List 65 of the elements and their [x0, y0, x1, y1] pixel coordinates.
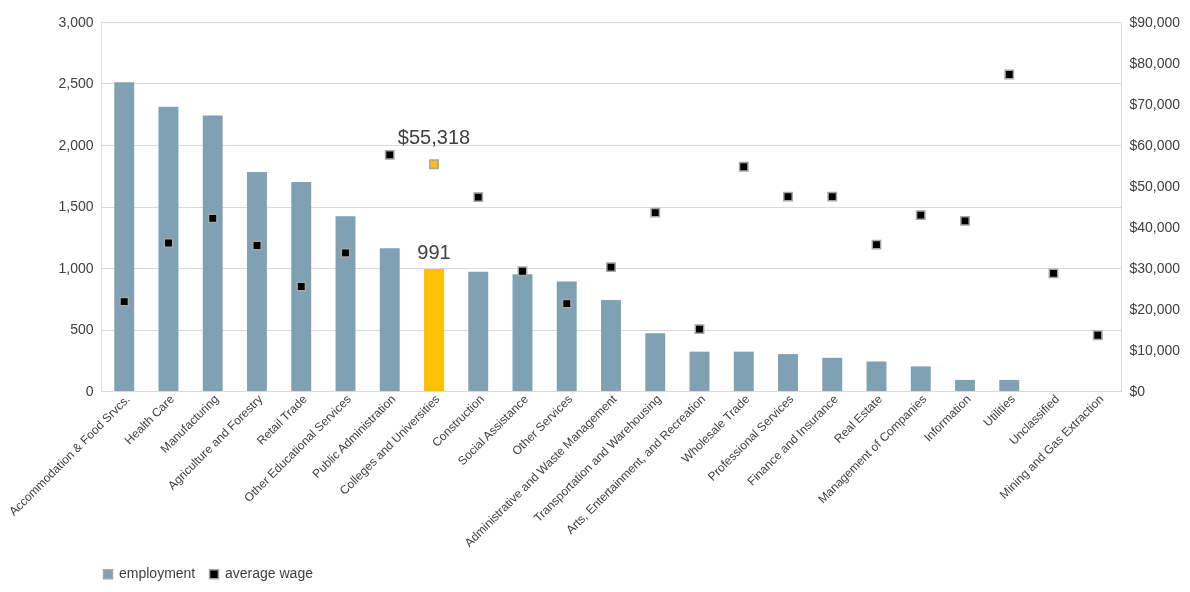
bar [291, 181, 312, 391]
data-label: $55,318 [397, 126, 471, 149]
point [252, 240, 262, 251]
y-tick-label: 2,500 [58, 75, 94, 91]
bar [778, 354, 798, 391]
bar [512, 274, 533, 391]
bar [733, 351, 754, 391]
bar [955, 379, 975, 391]
y2-tick-label: $20,000 [1129, 300, 1181, 317]
bar [468, 271, 489, 391]
bar [822, 357, 843, 391]
bar [114, 82, 135, 391]
bar [999, 379, 1020, 391]
point [163, 238, 174, 248]
bar [910, 366, 931, 391]
y2-tick-label: $60,000 [1129, 136, 1181, 153]
point [1048, 268, 1059, 279]
point [650, 207, 661, 218]
point [606, 262, 616, 273]
point [384, 149, 395, 160]
point [340, 247, 351, 258]
point [827, 191, 838, 202]
point [738, 161, 749, 172]
legend-label: employment [119, 565, 196, 582]
point [694, 324, 705, 335]
y2-tick-label: $80,000 [1129, 54, 1181, 71]
y2-tick-label: $10,000 [1129, 341, 1181, 358]
y2-tick-label: $70,000 [1129, 95, 1181, 112]
point [960, 215, 970, 226]
bar [601, 299, 621, 391]
bar [424, 269, 444, 391]
bar [379, 248, 400, 391]
point [473, 192, 484, 202]
point [1092, 330, 1103, 341]
point [561, 298, 572, 309]
y2-tick-label: $90,000 [1129, 13, 1181, 30]
y-tick-label: 0 [85, 382, 94, 399]
point [517, 266, 528, 277]
y2-tick-label: $50,000 [1129, 177, 1181, 194]
y-tick-label: 2,000 [58, 136, 94, 153]
bar [202, 115, 223, 391]
bar [556, 281, 577, 391]
point [296, 281, 307, 292]
y2-tick-label: $0 [1129, 382, 1146, 399]
y2-tick-label: $30,000 [1129, 259, 1181, 276]
point [429, 159, 439, 170]
y-tick-label: 3,000 [58, 13, 94, 30]
point [915, 210, 926, 221]
bar [866, 361, 887, 391]
y-tick-label: 1,000 [58, 259, 94, 276]
point [119, 296, 130, 307]
bar [645, 333, 666, 391]
bar [335, 216, 356, 391]
data-label: 991 [417, 241, 451, 264]
point [207, 213, 218, 224]
y2-tick-label: $40,000 [1129, 218, 1181, 235]
point [871, 239, 882, 250]
y-tick-label: 1,500 [58, 198, 94, 214]
point [783, 191, 793, 202]
bar [247, 172, 267, 391]
y-tick-label: 500 [70, 321, 94, 337]
point [1004, 69, 1015, 80]
bar [689, 351, 710, 391]
legend-label: average wage [225, 565, 314, 582]
bar [158, 106, 179, 391]
